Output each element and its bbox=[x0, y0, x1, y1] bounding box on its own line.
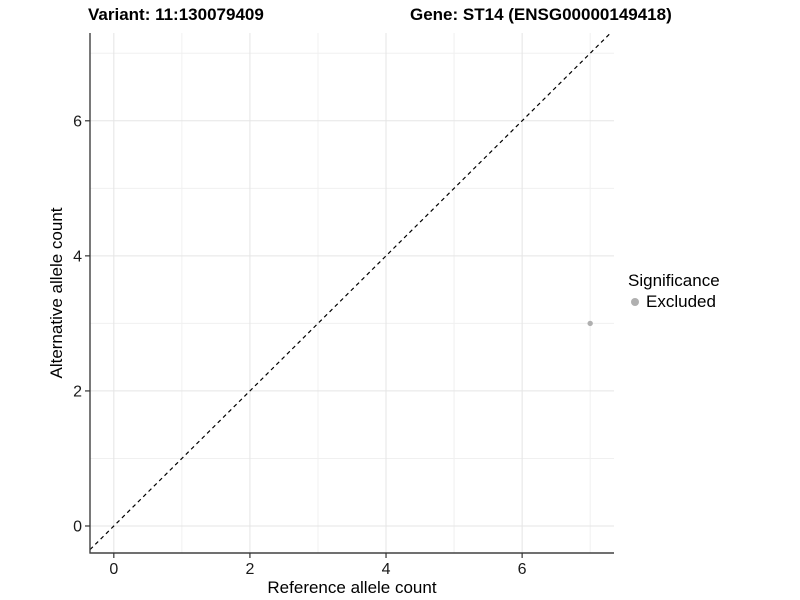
y-tick-label: 2 bbox=[73, 383, 82, 400]
legend-title: Significance bbox=[628, 271, 720, 290]
x-tick-label: 4 bbox=[382, 561, 391, 578]
y-tick-label: 6 bbox=[73, 113, 82, 130]
y-tick-label: 4 bbox=[73, 248, 82, 265]
x-axis-title: Reference allele count bbox=[267, 578, 437, 597]
identity-reference-line bbox=[89, 32, 612, 551]
plot-title-variant: Variant: 11:130079409 bbox=[88, 5, 264, 24]
y-tick-label: 0 bbox=[73, 518, 82, 535]
y-axis-title: Alternative allele count bbox=[47, 207, 66, 379]
legend-entry-label: Excluded bbox=[646, 291, 716, 311]
x-tick-label: 6 bbox=[518, 561, 527, 578]
legend-entry-excluded: Excluded bbox=[628, 291, 720, 312]
data-point-excluded bbox=[587, 320, 593, 327]
legend: Significance Excluded bbox=[628, 271, 720, 312]
legend-point-icon bbox=[631, 297, 639, 306]
x-tick-label: 2 bbox=[245, 561, 254, 578]
plot-title-gene: Gene: ST14 (ENSG00000149418) bbox=[410, 5, 672, 24]
x-tick-label: 0 bbox=[109, 561, 118, 578]
